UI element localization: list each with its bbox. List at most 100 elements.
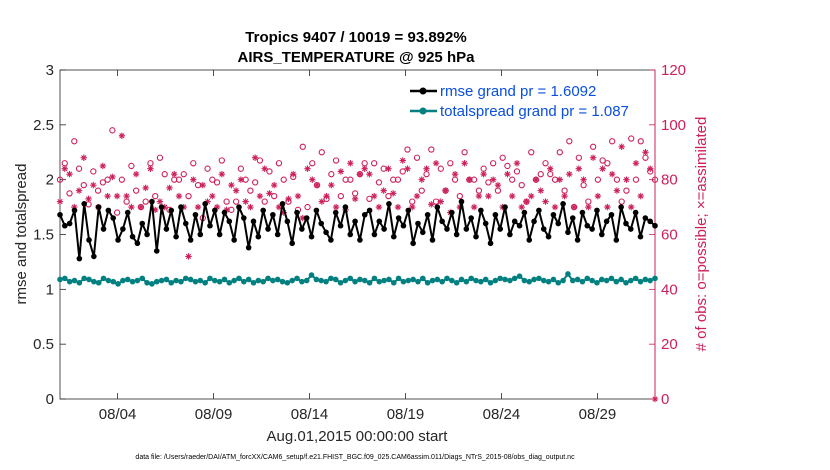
rmse-point [521,209,528,216]
x-tick-label: 08/29 [579,406,617,423]
obs-assimilated-point [413,192,421,200]
totalspread-point [245,276,252,283]
obs-assimilated-point [147,165,154,172]
rmse-point [376,218,383,225]
obs-assimilated-point [99,162,107,170]
obs-assimilated-point [85,195,92,203]
rmse-point [637,233,644,240]
rmse-point [187,237,194,243]
totalspread-point [115,281,121,287]
rmse-point [415,220,421,227]
rmse-point [153,248,160,254]
obs-assimilated-point [613,187,621,194]
obs-possible-point [447,160,454,167]
obs-assimilated-point [123,192,130,200]
totalspread-point [613,278,620,285]
obs-assimilated-point [513,160,521,167]
obs-assimilated-point [323,192,330,200]
totalspread-point [545,278,552,285]
obs-assimilated-point [451,170,459,178]
totalspread-point [110,278,117,285]
rmse-point [550,211,557,218]
rmse-point [357,237,363,243]
totalspread-point [231,277,237,284]
totalspread-point [207,275,213,282]
obs-assimilated-point [556,176,563,183]
obs-possible-point [404,146,411,153]
totalspread-point [221,276,228,283]
totalspread-point [270,277,276,284]
rmse-point [434,204,441,210]
obs-assimilated-point [337,168,345,175]
rmse-point [71,207,78,214]
obs-possible-point [499,154,506,161]
totalspread-point [352,278,358,285]
rmse-point [115,237,121,243]
obs-assimilated-point [489,176,497,183]
rmse-point [395,215,402,221]
obs-assimilated-point [328,181,335,189]
totalspread-point [608,275,615,282]
rmse-point [352,218,358,225]
obs-possible-point [332,157,340,164]
rmse-point [647,218,653,225]
totalspread-point [265,275,271,282]
obs-assimilated-point [532,176,540,183]
rmse-point [328,237,334,243]
rmse-point [478,207,484,214]
rmse-point [294,209,300,216]
totalspread-point [328,275,334,282]
totalspread-point [637,278,644,285]
totalspread-point [255,277,262,284]
totalspread-point [376,278,383,285]
obs-assimilated-point [209,192,216,200]
obs-assimilated-point [347,160,354,167]
rmse-point [468,215,474,221]
totalspread-point [260,278,266,285]
obs-assimilated-point [366,170,373,178]
obs-assimilated-point [351,195,359,203]
obs-assimilated-point [580,176,587,183]
rmse-point [400,222,407,229]
obs-assimilated-point [261,165,268,172]
totalspread-point [444,275,450,282]
totalspread-point [507,277,513,284]
obs-assimilated-point [380,187,387,194]
rmse-point [231,237,237,243]
rmse-point [458,198,465,205]
rmse-point [366,207,373,214]
totalspread-point [86,276,92,283]
totalspread-point [197,277,204,284]
obs-assimilated-point [356,170,364,178]
legend-label-totalspread: totalspread grand pr = 1.087 [440,103,629,120]
totalspread-point [642,276,649,283]
y-tick-label-right: 120 [661,62,686,79]
totalspread-point [279,278,286,285]
obs-assimilated-point [480,170,487,178]
rmse-point [265,226,271,232]
rmse-point [536,207,542,214]
totalspread-point [502,276,508,283]
rmse-point [429,237,436,243]
rmse-point [284,218,291,225]
rmse-point [221,209,228,216]
obs-possible-point [304,203,311,211]
obs-possible-point [618,198,625,205]
totalspread-point [202,279,208,286]
y-axis-label: rmse and totalspread [13,164,30,305]
obs-possible-point [71,138,78,145]
obs-possible-point [385,192,392,200]
totalspread-point [424,279,431,286]
obs-possible-point [609,138,616,145]
obs-possible-point [161,171,168,178]
obs-assimilated-point [290,170,297,178]
obs-assimilated-point [628,203,635,211]
obs-assimilated-point [394,203,402,211]
obs-possible-point [575,154,582,161]
obs-assimilated-point [423,165,430,172]
rmse-point [66,220,73,227]
rmse-point [299,226,305,232]
totalspread-point [482,276,489,283]
obs-possible-point [209,176,216,183]
